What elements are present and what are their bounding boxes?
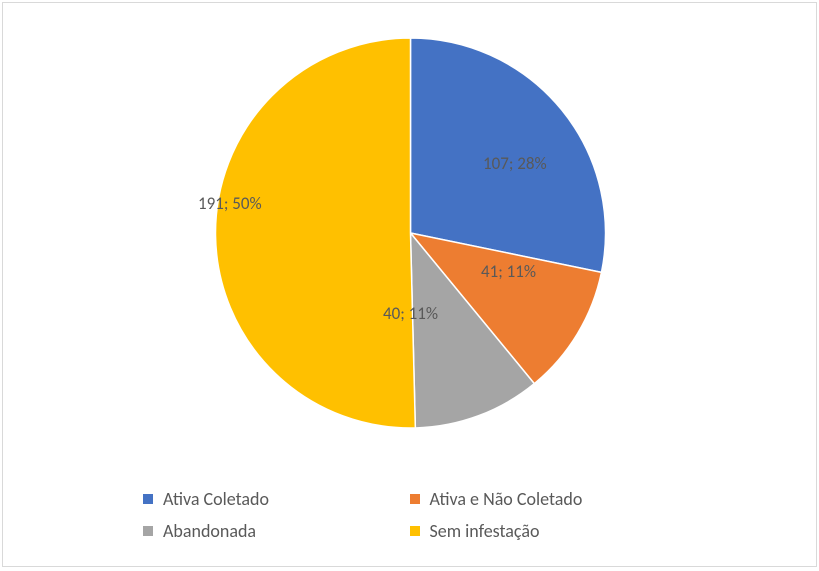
legend-label-1: Ativa e Não Coletado bbox=[430, 488, 583, 510]
data-label-1: 41; 11% bbox=[481, 261, 536, 282]
legend-swatch-0 bbox=[143, 494, 153, 504]
chart-frame: 107; 28% 41; 11% 40; 11% 191; 50% Ativa Col… bbox=[2, 2, 817, 567]
legend-item-3: Sem infestação bbox=[410, 515, 677, 547]
chart-legend: Ativa Coletado Ativa e Não Coletado Abando… bbox=[3, 471, 816, 566]
legend-label-3: Sem infestação bbox=[430, 520, 540, 542]
data-label-2: 40; 11% bbox=[383, 303, 438, 324]
plot-area: 107; 28% 41; 11% 40; 11% 191; 50% bbox=[3, 3, 818, 463]
legend-label-2: Abandonada bbox=[163, 520, 256, 542]
data-label-0: 107; 28% bbox=[483, 153, 547, 174]
pie-svg bbox=[3, 3, 818, 463]
legend-label-0: Ativa Coletado bbox=[163, 488, 269, 510]
legend-swatch-3 bbox=[410, 526, 420, 536]
legend-item-2: Abandonada bbox=[143, 515, 410, 547]
data-label-3: 191; 50% bbox=[198, 193, 262, 214]
legend-swatch-1 bbox=[410, 494, 420, 504]
pie-slice-3 bbox=[215, 38, 415, 428]
legend-item-0: Ativa Coletado bbox=[143, 483, 410, 515]
legend-swatch-2 bbox=[143, 526, 153, 536]
legend-item-1: Ativa e Não Coletado bbox=[410, 483, 677, 515]
